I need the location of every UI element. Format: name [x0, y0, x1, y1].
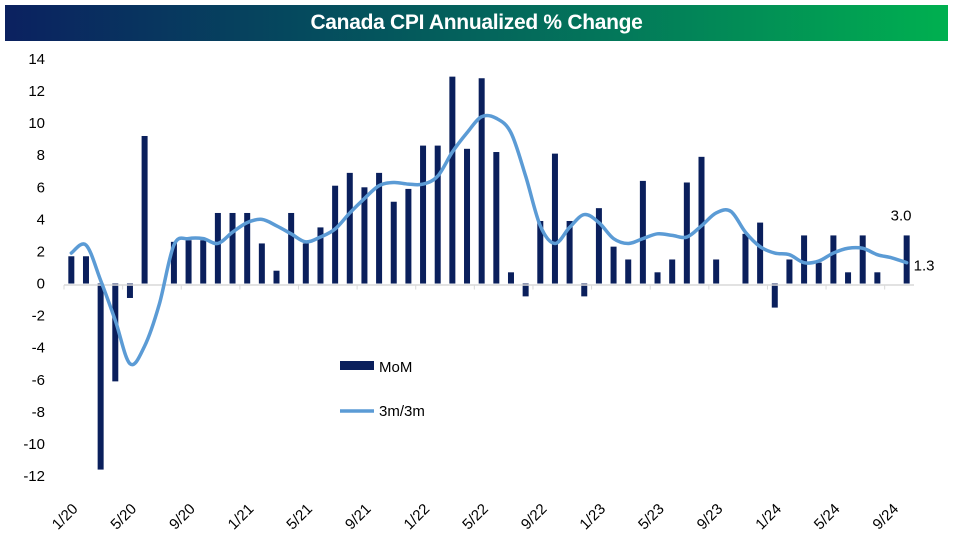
- mom-bar: [654, 272, 661, 284]
- mom-bar: [302, 243, 309, 284]
- x-tick-label: 5/21: [283, 500, 316, 533]
- mom-bar: [449, 76, 456, 284]
- legend: MoM 3m/3m: [340, 359, 425, 420]
- y-tick-label: 2: [37, 243, 45, 260]
- x-tick-label: 5/22: [459, 500, 492, 533]
- mom-bar: [742, 233, 749, 284]
- line-3m3m: [69, 113, 909, 367]
- y-axis: 14 12 10 8 6 4 2 0 -2 -4 -6 -8 -10 -12: [23, 51, 45, 485]
- mom-bar: [185, 240, 192, 284]
- x-axis-ticks: [63, 285, 886, 290]
- mom-bar: [229, 212, 236, 284]
- legend-3m3m-label: 3m/3m: [379, 403, 425, 420]
- mom-bar: [786, 259, 793, 284]
- y-tick-label: -2: [32, 308, 45, 325]
- mom-bar: [713, 259, 720, 284]
- y-tick-label: 12: [28, 83, 45, 100]
- mom-bar: [478, 78, 485, 284]
- mom-bar: [493, 152, 500, 284]
- x-tick-label: 5/24: [811, 500, 844, 533]
- mom-bar: [874, 272, 881, 284]
- annotations: 3.0 1.3: [891, 207, 935, 274]
- chart-title: Canada CPI Annualized % Change: [310, 11, 643, 34]
- mom-bar: [830, 235, 837, 284]
- mom-bar: [332, 185, 339, 284]
- mom-bar: [405, 188, 412, 284]
- chart-title-bar: Canada CPI Annualized % Change: [5, 5, 948, 41]
- mom-bar: [639, 180, 646, 284]
- mom-bar: [581, 283, 588, 297]
- mom-bar: [288, 212, 295, 284]
- mom-bar: [258, 243, 265, 284]
- mom-bar: [625, 259, 632, 284]
- mom-bar: [170, 241, 177, 284]
- mom-bar: [610, 246, 617, 284]
- mom-bar: [346, 172, 353, 284]
- y-tick-label: -12: [23, 468, 45, 485]
- mom-bar: [507, 272, 514, 284]
- legend-mom-label: MoM: [379, 359, 412, 376]
- x-tick-label: 5/20: [107, 500, 140, 533]
- x-tick-label: 9/20: [166, 500, 199, 533]
- mom-bar: [537, 220, 544, 284]
- mom-bar: [420, 145, 427, 284]
- mom-bar: [82, 256, 89, 284]
- mom-bar: [845, 272, 852, 284]
- mom-bar: [68, 256, 75, 284]
- y-tick-label: 14: [28, 51, 45, 68]
- mom-bar: [815, 262, 822, 284]
- mom-bar: [126, 283, 133, 298]
- mom-bar: [141, 135, 148, 284]
- mom-bar: [903, 235, 910, 284]
- y-tick-label: -6: [32, 372, 45, 389]
- mom-bars: [68, 76, 910, 470]
- x-tick-label: 1/20: [49, 500, 82, 533]
- mom-bar: [771, 283, 778, 308]
- mom-bar: [669, 259, 676, 284]
- mom-bar: [376, 172, 383, 284]
- annotation-3m3m-last: 1.3: [914, 258, 935, 275]
- y-tick-label: 10: [28, 115, 45, 132]
- y-tick-label: 8: [37, 147, 45, 164]
- mom-bar: [464, 148, 471, 284]
- y-tick-label: -4: [32, 340, 45, 357]
- annotation-mom-last: 3.0: [891, 207, 912, 224]
- y-tick-label: -10: [23, 436, 45, 453]
- mom-bar: [757, 222, 764, 284]
- mom-bar: [698, 156, 705, 284]
- mom-bar: [566, 220, 573, 284]
- y-tick-label: 4: [37, 211, 45, 228]
- y-tick-label: 6: [37, 179, 45, 196]
- mom-bar: [434, 145, 441, 284]
- y-tick-label: -8: [32, 404, 45, 421]
- legend-mom-swatch-icon: [340, 361, 374, 370]
- mom-bar: [683, 182, 690, 284]
- x-axis-labels: 1/20 5/20 9/20 1/21 5/21 9/21 1/22 5/22 9/22 1/23…: [49, 500, 902, 533]
- mom-bar: [244, 212, 251, 284]
- x-tick-label: 1/23: [576, 500, 609, 533]
- mom-bar: [390, 201, 397, 284]
- mom-bar: [522, 283, 529, 297]
- x-tick-label: 5/23: [635, 500, 668, 533]
- x-tick-label: 9/23: [694, 500, 727, 533]
- x-tick-label: 9/24: [869, 500, 902, 533]
- x-tick-label: 1/21: [225, 500, 258, 533]
- mom-bar: [317, 227, 324, 284]
- mom-bar: [97, 283, 104, 470]
- mom-bar: [801, 235, 808, 284]
- x-tick-label: 9/21: [342, 500, 375, 533]
- mom-bar: [214, 212, 221, 284]
- mom-bar: [859, 235, 866, 284]
- x-tick-label: 1/22: [401, 500, 434, 533]
- mom-bar: [273, 270, 280, 284]
- y-tick-label: 0: [37, 276, 45, 293]
- x-tick-label: 1/24: [752, 500, 785, 533]
- mom-bar: [595, 208, 602, 284]
- mom-bar: [200, 240, 207, 284]
- x-tick-label: 9/22: [518, 500, 551, 533]
- mom-bar: [361, 187, 368, 284]
- mom-bar: [112, 283, 119, 382]
- mom-bar: [551, 153, 558, 284]
